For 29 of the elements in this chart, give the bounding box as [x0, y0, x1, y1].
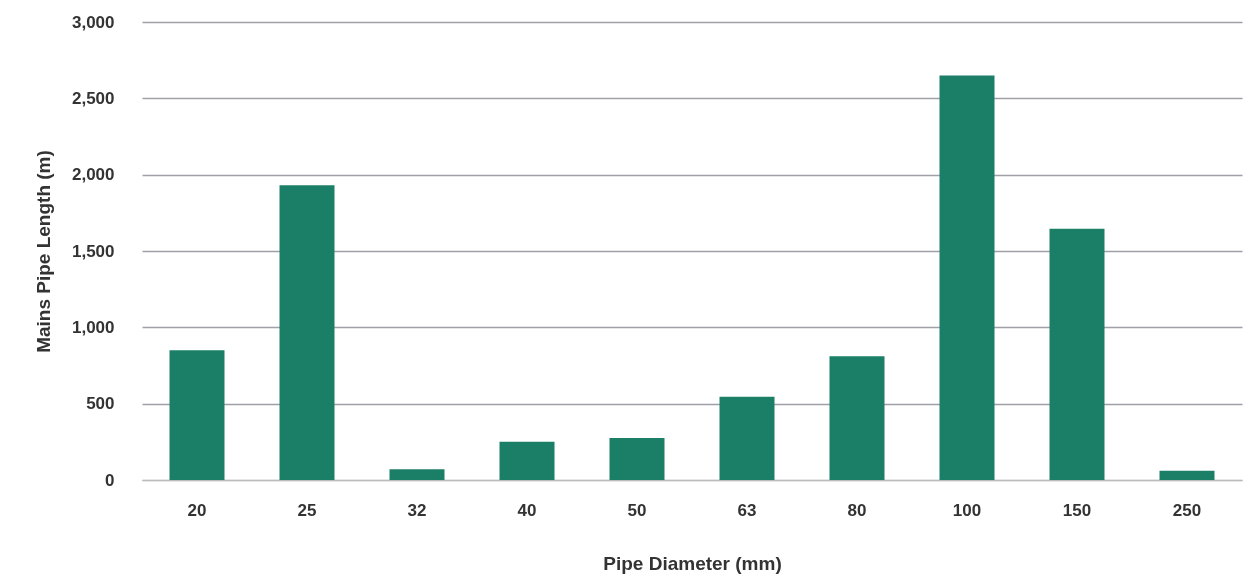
x-tick-label: 80: [847, 500, 867, 520]
bar: [279, 185, 335, 480]
bar: [939, 75, 995, 480]
y-tick-label: 1,500: [71, 241, 115, 261]
y-axis-title: Mains Pipe Length (m): [32, 150, 54, 353]
x-tick-label: 100: [952, 500, 982, 520]
bar: [1159, 470, 1215, 480]
bar: [609, 438, 665, 480]
x-tick-label: 40: [517, 500, 537, 520]
y-tick-label: 2,000: [71, 165, 115, 185]
bar: [1049, 228, 1105, 480]
bar: [389, 469, 445, 480]
bar: [169, 350, 225, 480]
x-tick-label: 150: [1062, 500, 1092, 520]
x-tick-label: 50: [627, 500, 647, 520]
bar: [499, 441, 555, 480]
y-tick-label: 500: [86, 394, 115, 414]
x-axis-title: Pipe Diameter (mm): [603, 552, 782, 574]
x-tick-label: 20: [187, 500, 207, 520]
y-tick-label: 1,000: [71, 317, 115, 337]
y-tick-label: 2,500: [71, 88, 115, 108]
x-tick-label: 250: [1172, 500, 1202, 520]
bar: [719, 396, 775, 480]
x-tick-label: 63: [737, 500, 757, 520]
x-tick-label: 32: [407, 500, 427, 520]
bar: [829, 356, 885, 480]
y-tick-label: 0: [105, 470, 115, 490]
x-tick-label: 25: [297, 500, 317, 520]
y-tick-label: 3,000: [71, 12, 115, 32]
